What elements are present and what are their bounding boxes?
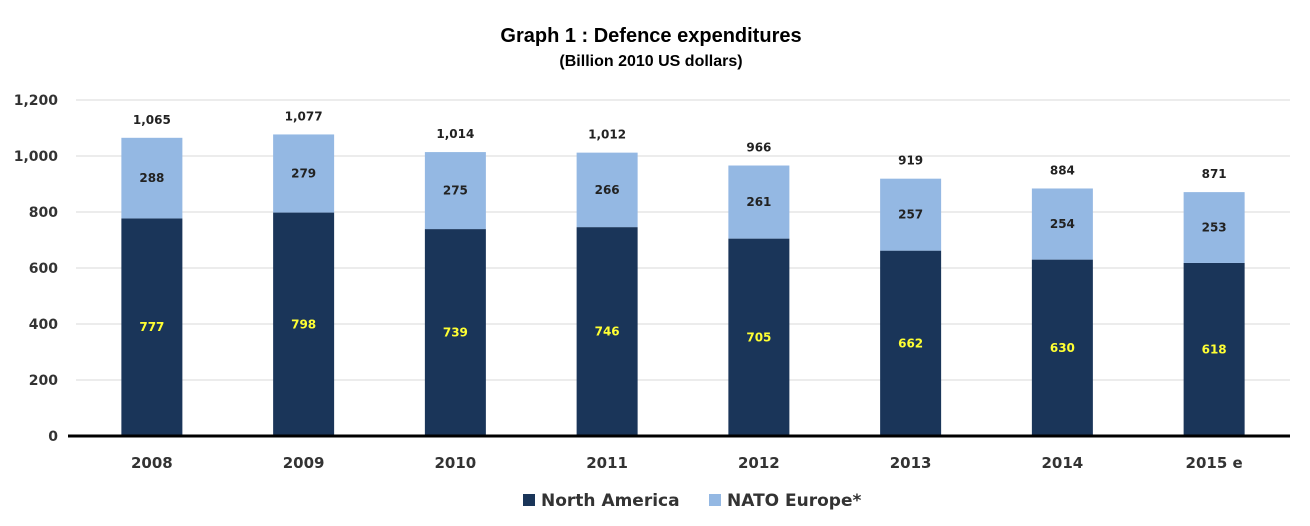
data-label-north-america: 746	[595, 325, 620, 339]
y-tick-label: 400	[29, 317, 58, 333]
y-tick-label: 600	[29, 261, 58, 277]
y-tick-label: 200	[29, 373, 58, 389]
y-tick-label: 1,000	[14, 149, 59, 165]
data-label-north-america: 777	[139, 320, 164, 334]
data-label-north-america: 630	[1050, 341, 1075, 355]
data-label-total: 1,077	[285, 109, 323, 123]
data-label-north-america: 662	[898, 336, 923, 350]
legend-swatch	[523, 494, 535, 506]
data-label-nato-europe: 254	[1050, 217, 1075, 231]
bar-north-america	[424, 229, 486, 436]
x-tick-label: 2014	[1042, 454, 1084, 472]
x-tick-label: 2008	[131, 454, 173, 472]
data-label-total: 1,065	[133, 113, 171, 127]
x-tick-label: 2011	[586, 454, 628, 472]
x-tick-label: 2015 e	[1186, 454, 1243, 472]
data-label-nato-europe: 257	[898, 208, 923, 222]
x-tick-label: 2009	[283, 454, 325, 472]
bars	[121, 134, 1245, 436]
data-label-nato-europe: 253	[1202, 221, 1227, 235]
data-label-total: 1,012	[588, 128, 626, 142]
data-label-nato-europe: 288	[139, 171, 164, 185]
data-label-total: 966	[746, 141, 771, 155]
data-label-nato-europe: 275	[443, 184, 468, 198]
data-label-total: 871	[1202, 167, 1227, 181]
bar-nato-europe	[273, 134, 335, 213]
x-tick-label: 2012	[738, 454, 780, 472]
data-labels: 777 288 1,065 798 279 1,077 739 275 1,014 746 266 1…	[133, 109, 1227, 356]
bar-nato-europe	[1031, 188, 1093, 260]
y-axis-ticks: 0 200 400 600 800 1,000 1,200	[14, 93, 59, 445]
data-label-north-america: 739	[443, 326, 468, 340]
x-tick-label: 2010	[435, 454, 477, 472]
bar-nato-europe	[880, 178, 942, 251]
bar-north-america	[121, 218, 183, 436]
legend-label: NATO Europe*	[727, 491, 862, 511]
y-tick-label: 1,200	[14, 93, 59, 109]
bar-north-america	[728, 238, 790, 436]
data-label-total: 919	[898, 154, 923, 168]
data-label-nato-europe: 261	[746, 195, 771, 209]
gridlines	[76, 99, 1290, 381]
x-tick-label: 2013	[890, 454, 932, 472]
chart-title: Graph 1 : Defence expenditures	[500, 25, 801, 47]
data-label-nato-europe: 279	[291, 167, 316, 181]
data-label-north-america: 798	[291, 317, 316, 331]
x-axis-ticks: 2008 2009 2010 2011 2012 2013 2014 2015 e	[131, 454, 1243, 472]
legend-label: North America	[541, 491, 680, 511]
bar-nato-europe	[424, 152, 486, 230]
bar-nato-europe	[1183, 192, 1245, 263]
data-label-north-america: 618	[1202, 342, 1227, 356]
legend: North America NATO Europe*	[523, 491, 862, 511]
data-label-total: 884	[1050, 163, 1075, 177]
bar-north-america	[880, 250, 942, 436]
y-tick-label: 0	[48, 429, 58, 445]
bar-nato-europe	[576, 152, 638, 228]
y-tick-label: 800	[29, 205, 58, 221]
data-label-nato-europe: 266	[595, 183, 620, 197]
bar-north-america	[576, 227, 638, 436]
bar-nato-europe	[728, 165, 790, 239]
bar-north-america	[1183, 262, 1245, 436]
bar-north-america	[1031, 259, 1093, 436]
legend-swatch	[709, 494, 721, 506]
bar-north-america	[273, 212, 335, 436]
bar-nato-europe	[121, 137, 183, 219]
data-label-north-america: 705	[746, 330, 771, 344]
chart-subtitle: (Billion 2010 US dollars)	[559, 53, 742, 70]
data-label-total: 1,014	[436, 127, 474, 141]
